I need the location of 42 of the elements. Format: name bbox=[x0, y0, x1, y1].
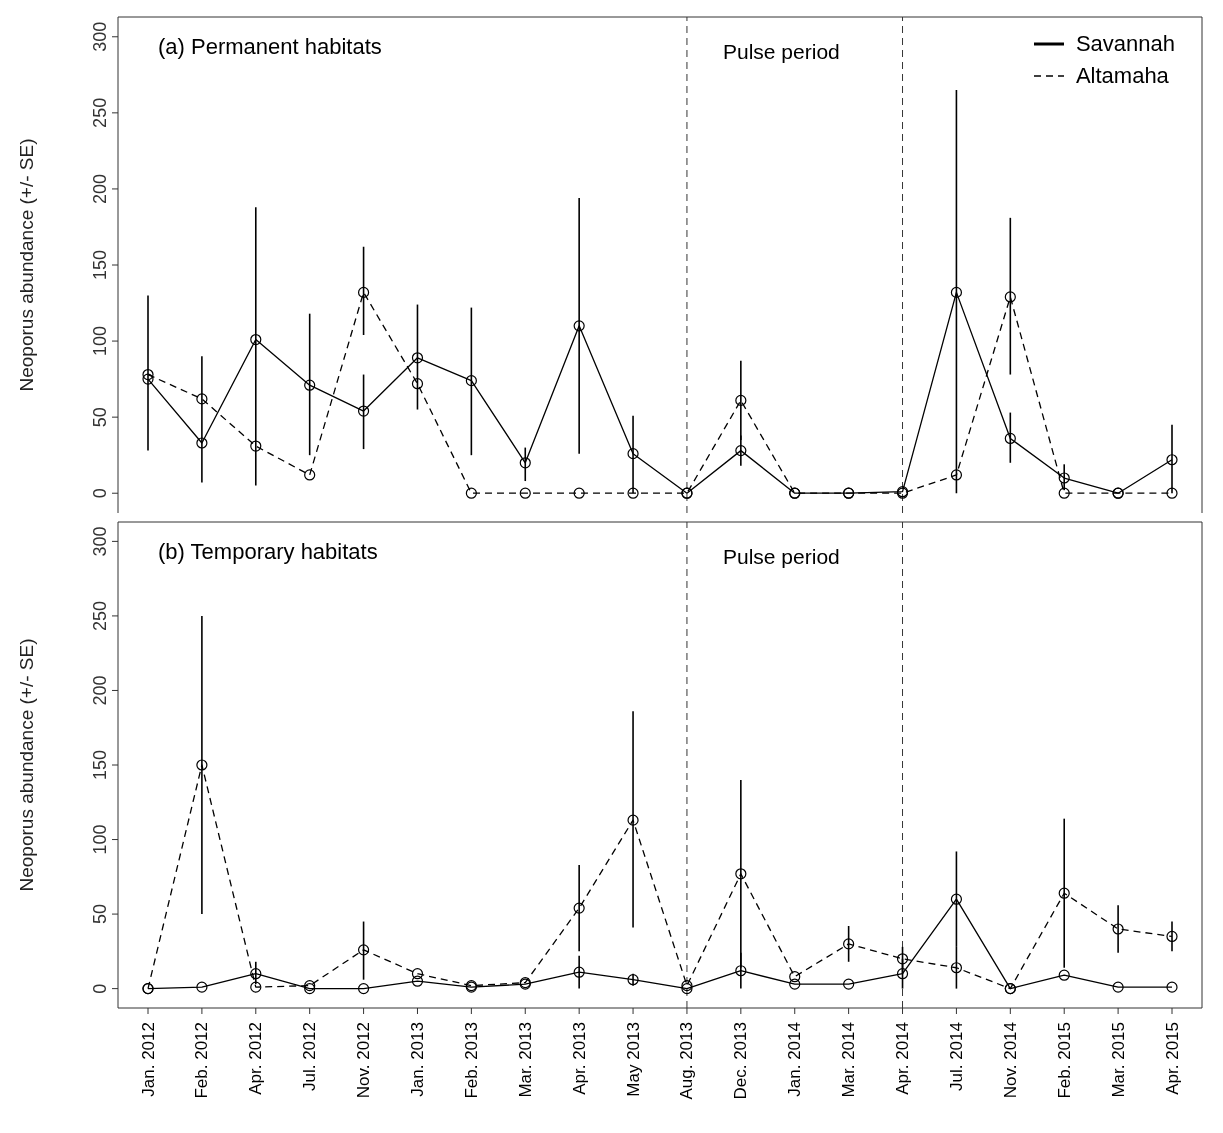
x-tick-label: Apr. 2015 bbox=[1162, 1022, 1182, 1095]
legend-label: Savannah bbox=[1075, 30, 1175, 58]
x-tick-label: Jul. 2014 bbox=[946, 1022, 966, 1091]
y-axis-title: Neoporus abundance (+/- SE) bbox=[15, 138, 37, 392]
x-tick-label: May 2013 bbox=[623, 1022, 643, 1097]
y-tick-label: 150 bbox=[90, 249, 110, 281]
y-tick-label: 300 bbox=[90, 21, 110, 52]
x-tick-label: Jul. 2012 bbox=[300, 1022, 320, 1091]
annotation: Pulse period bbox=[723, 545, 840, 569]
y-tick-label: 250 bbox=[90, 97, 110, 128]
x-tick-label: Feb. 2012 bbox=[192, 1022, 212, 1099]
text: (a) Permanent habitats bbox=[158, 34, 382, 60]
x-tick-label: Dec. 2013 bbox=[731, 1022, 751, 1100]
y-tick-label: 200 bbox=[90, 173, 110, 204]
x-tick-label: Aug. 2013 bbox=[677, 1022, 697, 1100]
x-tick-label: Jan. 2012 bbox=[138, 1022, 158, 1097]
text: (b) Temporary habitats bbox=[158, 539, 378, 565]
x-tick-label: Nov. 2014 bbox=[1000, 1022, 1020, 1099]
y-tick-label: 50 bbox=[90, 407, 110, 428]
x-tick-label: Jan. 2014 bbox=[785, 1022, 805, 1097]
y-axis-title: Neoporus abundance (+/- SE) bbox=[15, 638, 37, 892]
y-tick-label: 50 bbox=[90, 904, 110, 925]
x-tick-label: Feb. 2015 bbox=[1054, 1022, 1074, 1099]
x-tick-label: Mar. 2015 bbox=[1108, 1022, 1128, 1098]
legend-label: Altamaha bbox=[1075, 62, 1169, 90]
y-tick-label: 100 bbox=[90, 824, 110, 855]
x-tick-label: Apr. 2012 bbox=[246, 1022, 266, 1095]
x-tick-label: Apr. 2014 bbox=[893, 1022, 913, 1095]
x-tick-label: Feb. 2013 bbox=[461, 1022, 481, 1099]
y-tick-label: 150 bbox=[90, 749, 110, 781]
x-tick-label: Jan. 2013 bbox=[407, 1022, 427, 1097]
x-tick-label: Mar. 2014 bbox=[839, 1022, 859, 1098]
x-tick-label: Mar. 2013 bbox=[515, 1022, 535, 1098]
y-tick-label: 0 bbox=[90, 983, 110, 994]
annotation: Pulse period bbox=[723, 40, 840, 64]
y-tick-label: 250 bbox=[90, 600, 110, 631]
x-tick-label: Apr. 2013 bbox=[569, 1022, 589, 1095]
x-tick-label: Nov. 2012 bbox=[354, 1022, 374, 1099]
y-tick-label: 100 bbox=[90, 326, 110, 357]
y-tick-label: 200 bbox=[90, 675, 110, 706]
y-tick-label: 0 bbox=[90, 488, 110, 499]
y-tick-label: 300 bbox=[90, 526, 110, 557]
